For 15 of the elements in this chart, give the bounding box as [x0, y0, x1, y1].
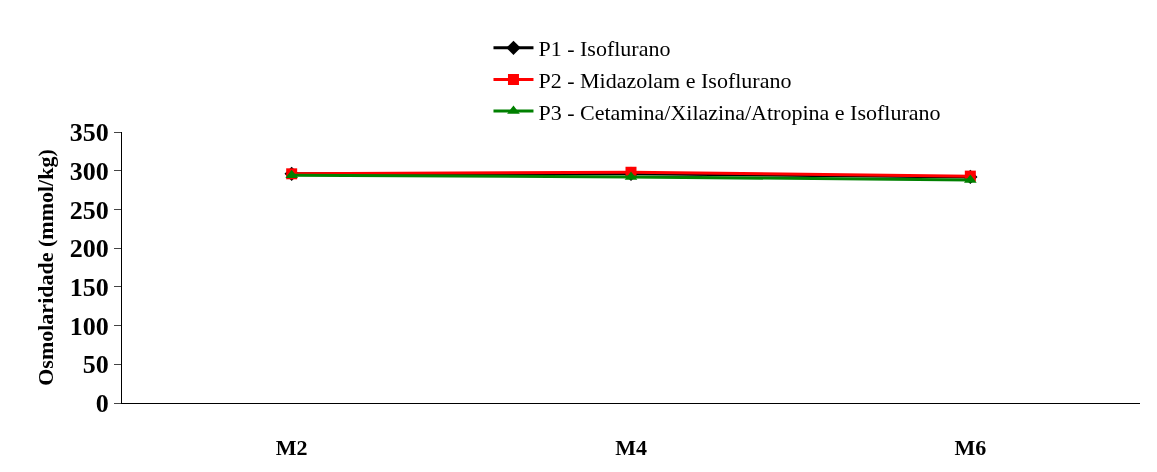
x-tick-label: M6	[954, 435, 987, 461]
y-tick-label: 250	[69, 195, 109, 225]
y-axis-title: Osmolaridade (mmol/kg)	[32, 149, 58, 386]
y-tick-label: 350	[69, 118, 109, 148]
y-tick-label: 150	[69, 272, 109, 302]
legend-label: P1 - Isoflurano	[538, 36, 671, 62]
y-tick-label: 300	[69, 156, 109, 186]
y-tick-label: 100	[69, 311, 109, 341]
legend-label: P3 - Cetamina/Xilazina/Atropina e Isoflurano	[538, 99, 941, 125]
y-tick-label: 200	[69, 234, 109, 264]
y-tick-label: 0	[95, 389, 109, 419]
x-tick-label: M4	[615, 435, 647, 461]
legend-label: P2 - Midazolam e Isoflurano	[538, 67, 792, 93]
y-tick-label: 50	[82, 350, 109, 380]
x-tick-label: M2	[275, 435, 308, 461]
